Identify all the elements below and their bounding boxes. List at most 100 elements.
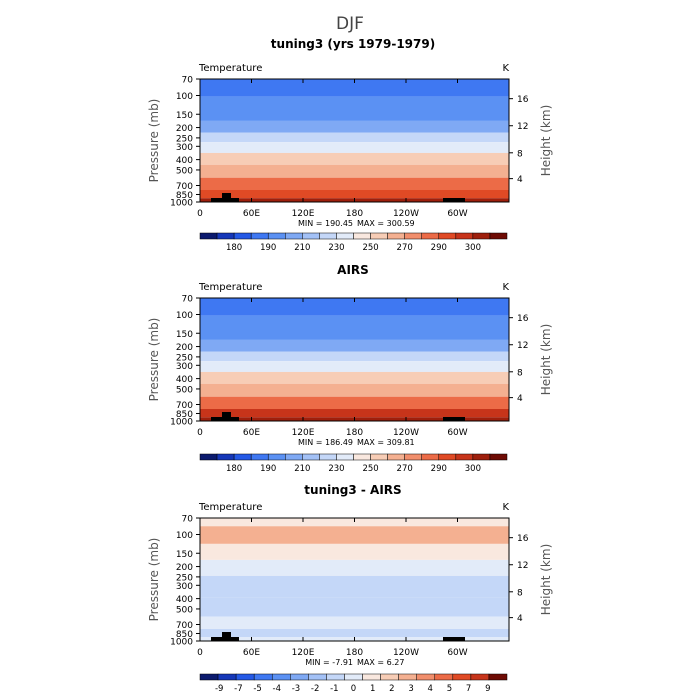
min-label: MIN = 186.49 [298, 438, 353, 447]
contour-band [200, 543, 509, 560]
colorbar-label: 210 [294, 243, 310, 253]
colorbar-label: -2 [311, 684, 319, 694]
panels-group: tuning3 (yrs 1979-1979)Temperature K70100… [147, 37, 553, 694]
terrain-africa [211, 637, 239, 641]
panel-title: tuning3 - AIRS [304, 483, 401, 497]
colorbar-swatch [470, 673, 490, 681]
colorbar-label: 290 [431, 243, 447, 253]
colorbar-swatch [472, 232, 491, 240]
colorbar-swatch [326, 673, 345, 681]
colorbar-swatch [380, 673, 399, 681]
pressure-tick-label: 700 [176, 182, 193, 192]
colorbar-swatch [285, 453, 303, 461]
lon-tick-label: 60E [243, 648, 260, 658]
pressure-axis-title: Pressure (mb) [147, 318, 161, 402]
contour-band [200, 152, 509, 165]
height-tick-label: 8 [517, 149, 523, 159]
colorbar-swatch [319, 453, 337, 461]
pressure-tick-label: 500 [176, 385, 193, 395]
colorbar-swatch [489, 232, 508, 240]
units-label: K [502, 63, 509, 74]
colorbar-swatch [362, 673, 381, 681]
pressure-tick-label: 70 [182, 295, 194, 305]
terrain-peak [222, 193, 231, 198]
colorbar-label: 290 [431, 464, 447, 474]
colorbar-swatch [416, 673, 436, 681]
colorbar-swatch [438, 453, 457, 461]
height-tick-label: 12 [517, 122, 528, 132]
contour-band [200, 79, 509, 97]
colorbar-label: 250 [362, 243, 378, 253]
colorbar-label: -9 [215, 684, 223, 694]
contour-band [200, 132, 509, 143]
colorbar-label: 1 [370, 684, 375, 694]
lon-tick-label: 60E [243, 428, 260, 438]
pressure-tick-label: 1000 [170, 199, 193, 209]
height-tick-label: 12 [517, 341, 528, 351]
colorbar-label: 230 [328, 243, 344, 253]
panel-title: AIRS [337, 263, 369, 277]
pressure-tick-label: 200 [176, 124, 193, 134]
colorbar-swatch [217, 673, 237, 681]
colorbar-label: 270 [397, 464, 413, 474]
pressure-tick-label: 100 [176, 311, 193, 321]
units-label: K [502, 502, 509, 513]
height-tick-label: 4 [517, 614, 523, 624]
colorbar-swatch [216, 232, 235, 240]
pressure-tick-label: 100 [176, 531, 193, 541]
contour-band [200, 408, 509, 418]
colorbar-label: 2 [389, 684, 394, 694]
height-axis-title: Height (km) [539, 105, 553, 176]
lon-tick-label: 0 [197, 648, 203, 658]
colorbar-swatch [353, 453, 371, 461]
contour-band [200, 371, 509, 384]
pressure-tick-label: 70 [182, 515, 194, 525]
colorbar-label: 3 [408, 684, 413, 694]
colorbar-label: 190 [260, 464, 276, 474]
colorbar-label: 270 [397, 243, 413, 253]
contour-band [200, 396, 509, 409]
height-tick-label: 8 [517, 368, 523, 378]
pressure-tick-label: 1000 [170, 418, 193, 428]
colorbar-swatch [199, 232, 218, 240]
pressure-tick-label: 250 [176, 573, 193, 583]
colorbar-swatch [370, 453, 388, 461]
lon-tick-label: 180 [346, 648, 363, 658]
pressure-tick-label: 850 [176, 630, 193, 640]
lon-tick-label: 180 [346, 209, 363, 219]
colorbar-swatch [216, 453, 235, 461]
contour-band [200, 120, 509, 133]
pressure-tick-label: 300 [176, 143, 193, 153]
colorbar-swatch [455, 232, 474, 240]
terrain-andes [443, 417, 465, 421]
contour-band [200, 142, 509, 153]
height-tick-label: 12 [517, 561, 528, 571]
colorbar-swatch [267, 232, 286, 240]
height-tick-label: 4 [517, 175, 523, 185]
colorbar-swatch [250, 453, 269, 461]
colorbar-label: 210 [294, 464, 310, 474]
pressure-tick-label: 150 [176, 330, 193, 340]
colorbar-label: 4 [428, 684, 433, 694]
pressure-tick-label: 500 [176, 166, 193, 176]
pressure-tick-label: 400 [176, 375, 193, 385]
pressure-tick-label: 250 [176, 353, 193, 363]
lon-tick-label: 120E [292, 648, 315, 658]
colorbar-swatch [404, 453, 422, 461]
lon-tick-label: 60W [447, 648, 467, 658]
colorbar-swatch [235, 673, 255, 681]
contour-band [200, 597, 509, 617]
contour-band [200, 526, 509, 544]
contour-band [200, 559, 509, 576]
variable-label: Temperature [198, 63, 262, 74]
colorbar-swatch [199, 673, 219, 681]
max-label: MAX = 6.27 [357, 658, 404, 667]
contour-band [200, 189, 509, 199]
colorbar-label: 230 [328, 464, 344, 474]
colorbar-swatch [455, 453, 474, 461]
panel-model: tuning3 (yrs 1979-1979) Temperature K 70 100… [147, 37, 553, 253]
terrain-peak [222, 632, 231, 637]
contour-band [200, 616, 509, 629]
contour-band [200, 575, 509, 598]
